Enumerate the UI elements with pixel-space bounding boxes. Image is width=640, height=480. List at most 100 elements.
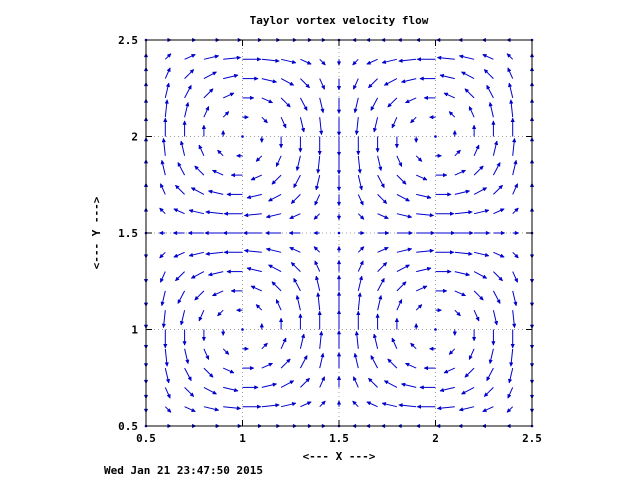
velocity-arrow [261, 116, 268, 124]
velocity-arrow [419, 76, 436, 81]
velocity-arrow [423, 95, 436, 101]
velocity-arrow [356, 136, 361, 156]
velocity-arrow [204, 230, 224, 236]
velocity-arrow [226, 269, 243, 274]
velocity-arrow [454, 290, 467, 297]
y-tick-label: 1.5 [118, 227, 138, 240]
velocity-arrow [435, 269, 452, 274]
velocity-arrow [336, 274, 342, 291]
velocity-arrow [410, 116, 417, 124]
velocity-arrow [473, 187, 488, 195]
velocity-arrow [205, 210, 224, 215]
velocity-arrow [242, 385, 259, 390]
velocity-arrow [207, 189, 224, 195]
velocity-arrow [319, 78, 325, 90]
velocity-arrow [375, 313, 380, 330]
velocity-arrow [267, 193, 282, 202]
velocity-arrow [486, 367, 494, 382]
velocity-arrow-point [434, 135, 437, 138]
velocity-arrow [164, 67, 171, 79]
velocity-arrow [222, 111, 230, 118]
velocity-arrow [175, 184, 185, 195]
velocity-arrow [164, 348, 169, 367]
velocity-arrow [179, 310, 186, 326]
velocity-arrow [491, 120, 496, 137]
velocity-arrow [280, 358, 291, 369]
velocity-arrow [358, 230, 365, 236]
velocity-arrow [509, 99, 514, 118]
velocity-arrow [316, 292, 321, 311]
velocity-arrow [493, 230, 506, 236]
velocity-arrow [261, 362, 274, 369]
velocity-arrow [336, 59, 342, 66]
velocity-arrow [299, 354, 308, 369]
velocity-arrow [357, 292, 362, 311]
x-tick-label: 0.5 [136, 432, 156, 445]
velocity-arrow [161, 310, 166, 329]
velocity-arrow [372, 117, 379, 133]
velocity-arrow [454, 230, 474, 236]
velocity-arrow [336, 136, 342, 157]
velocity-arrow [483, 69, 494, 79]
velocity-arrow [396, 298, 403, 311]
velocity-arrow [383, 380, 398, 388]
velocity-arrow [336, 117, 342, 137]
velocity-arrow [319, 58, 326, 66]
velocity-arrow [416, 404, 436, 409]
velocity-arrow [203, 71, 218, 80]
velocity-arrow [387, 97, 398, 108]
velocity-arrow [507, 387, 514, 399]
velocity-arrow-point [337, 231, 341, 235]
velocity-arrow [242, 365, 255, 371]
velocity-arrow [353, 352, 359, 369]
velocity-arrow [280, 78, 295, 86]
velocity-arrow [182, 329, 187, 346]
velocity-arrow [394, 136, 400, 149]
velocity-arrow [452, 129, 457, 137]
velocity-arrow [158, 230, 166, 236]
velocity-arrow [488, 348, 494, 365]
velocity-arrow [235, 308, 243, 313]
velocity-arrow [203, 348, 210, 361]
velocity-arrow [404, 362, 417, 369]
velocity-arrow [336, 245, 342, 253]
velocity-arrow [242, 95, 255, 101]
velocity-arrow [336, 97, 342, 115]
velocity-arrow [396, 247, 413, 253]
velocity-arrow [299, 97, 308, 112]
velocity-arrow [275, 155, 282, 168]
velocity-arrow [458, 54, 475, 60]
velocity-arrow [357, 155, 362, 174]
velocity-arrow [396, 264, 411, 273]
velocity-arrow [336, 291, 342, 311]
velocity-arrow [486, 84, 494, 99]
velocity-arrow [293, 277, 301, 292]
velocity-arrow [298, 313, 303, 330]
velocity-arrow [222, 348, 230, 355]
velocity-arrow [160, 290, 166, 307]
velocity-arrow [435, 250, 455, 255]
velocity-arrow [235, 153, 243, 158]
velocity-arrow [259, 322, 264, 330]
velocity-arrow [377, 277, 385, 292]
velocity-arrow [468, 105, 475, 118]
velocity-arrow [163, 329, 168, 349]
velocity-arrow [203, 105, 210, 118]
velocity-arrow [290, 194, 301, 204]
velocity-arrow [188, 251, 205, 258]
velocity-arrow [473, 271, 488, 279]
velocity-arrow [280, 116, 287, 129]
velocity-arrow [387, 358, 398, 369]
velocity-arrow [271, 174, 282, 185]
velocity-arrow [512, 207, 519, 215]
x-tick-label: 1 [239, 432, 246, 445]
velocity-arrow [217, 149, 224, 157]
velocity-arrow [184, 348, 190, 365]
velocity-arrow [512, 183, 518, 195]
velocity-arrow [190, 271, 205, 279]
velocity-arrow [366, 401, 378, 408]
velocity-arrow [184, 387, 195, 397]
velocity-arrow [396, 174, 407, 185]
velocity-arrow [184, 69, 195, 79]
velocity-arrow [230, 172, 243, 178]
